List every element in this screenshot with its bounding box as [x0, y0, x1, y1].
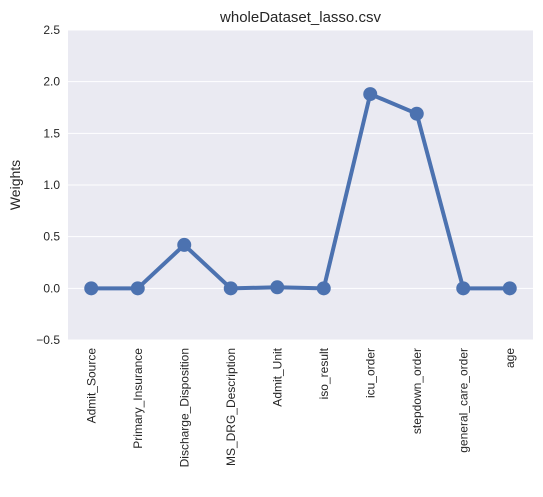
data-point	[316, 281, 331, 296]
x-tick-label: MS_DRG_Description	[224, 348, 238, 466]
x-tick-label: Admit_Unit	[270, 347, 284, 406]
data-point	[130, 281, 145, 296]
y-tick-label: −0.5	[36, 333, 60, 347]
data-point	[409, 106, 424, 121]
series-line	[89, 92, 512, 291]
data-point	[84, 281, 99, 296]
x-tick-label: age	[503, 348, 517, 368]
data-point	[177, 237, 192, 252]
x-tick-label: icu_order	[363, 348, 377, 398]
x-tick-label: iso_result	[317, 347, 331, 399]
y-tick-label: 2.5	[43, 23, 60, 37]
y-tick-labels: −0.5 0.0 0.5 1.0 1.5 2.0 2.5	[36, 23, 60, 347]
y-tick-label: 1.5	[43, 126, 60, 140]
x-tick-label: Discharge_Disposition	[177, 348, 191, 467]
data-point	[363, 87, 378, 102]
y-tick-label: 2.0	[43, 75, 60, 89]
data-point	[270, 280, 285, 295]
data-point	[502, 281, 517, 296]
x-tick-label: Admit_Source	[84, 348, 98, 424]
y-tick-label: 0.0	[43, 281, 60, 295]
x-tick-label: general_care_order	[456, 348, 470, 453]
y-tick-label: 1.0	[43, 178, 60, 192]
y-tick-label: 0.5	[43, 230, 60, 244]
chart-title: wholeDataset_lasso.csv	[219, 9, 381, 26]
y-axis-label: Weights	[7, 160, 23, 210]
x-tick-label: Primary_Insurance	[131, 348, 145, 449]
data-point	[223, 281, 238, 296]
x-tick-labels: Admit_Source Primary_Insurance Discharge_D…	[84, 347, 517, 467]
series-layer	[89, 92, 512, 291]
points-layer	[84, 87, 517, 296]
data-point	[456, 281, 471, 296]
x-tick-label: stepdown_order	[410, 348, 424, 434]
